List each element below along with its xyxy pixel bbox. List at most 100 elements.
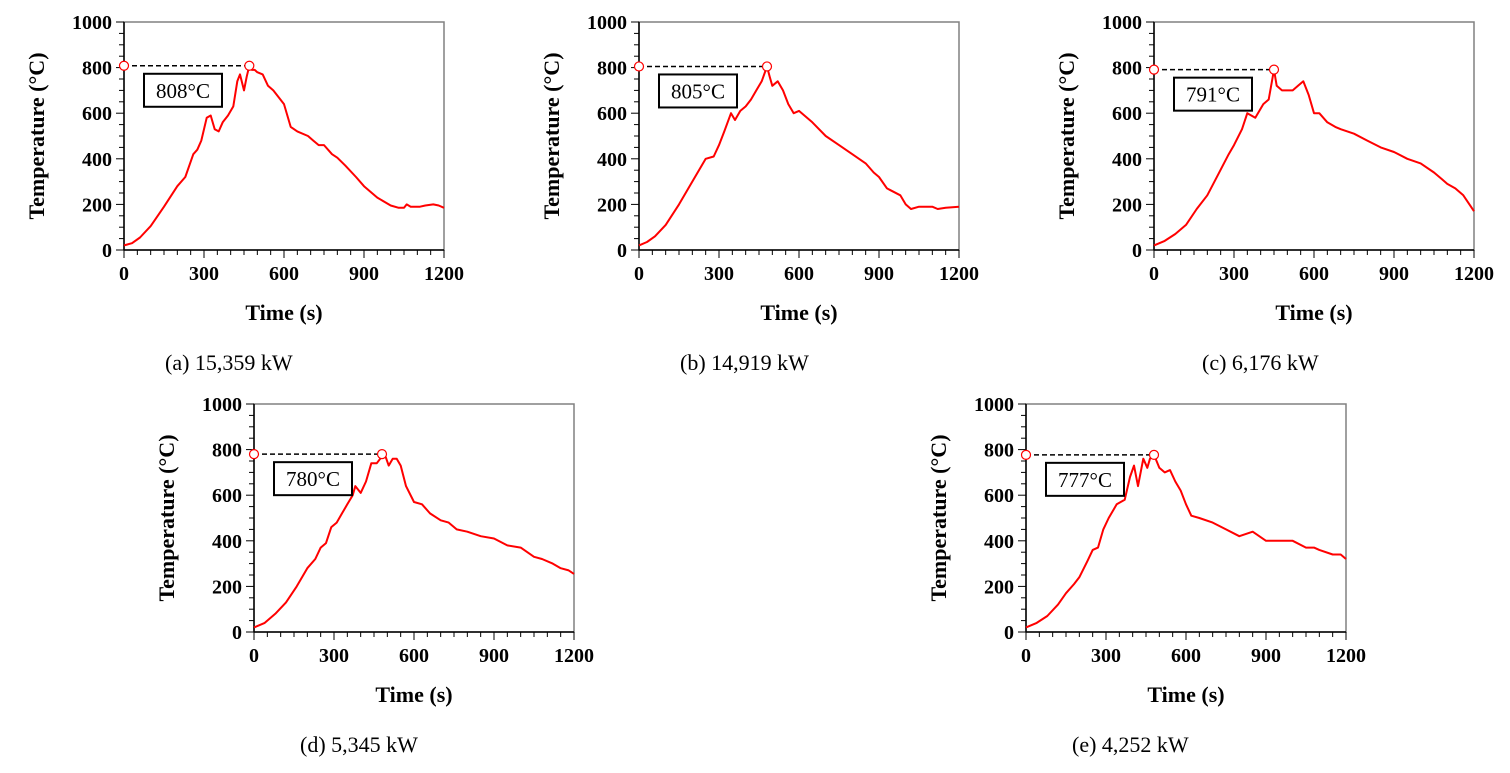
plot-frame	[1025, 403, 1347, 633]
x-tick-label: 0	[249, 645, 259, 667]
x-tick-label: 600	[399, 645, 429, 667]
caption-e: (e) 4,252 kW	[1072, 732, 1189, 757]
y-tick-label: 400	[597, 149, 627, 171]
temperature-line	[1025, 453, 1347, 629]
peak-label: 780°C	[286, 467, 340, 491]
plot-frame	[638, 21, 960, 251]
peak-label: 808°C	[156, 79, 210, 103]
x-tick-label: 600	[1171, 645, 1201, 667]
x-tick-label: 900	[349, 263, 379, 285]
x-tick-label: 300	[189, 263, 219, 285]
x-axis-title: Time (s)	[760, 300, 837, 325]
y-tick-label: 600	[82, 103, 112, 125]
peak-marker-axis	[118, 60, 130, 71]
y-tick-label: 400	[984, 531, 1014, 553]
peak-label-box	[273, 461, 353, 497]
y-axis-title: Temperature (°C)	[154, 434, 179, 601]
y-tick-label: 800	[82, 58, 112, 80]
x-axis-title: Time (s)	[1275, 300, 1352, 325]
y-tick-label: 200	[597, 194, 627, 216]
x-tick-label: 900	[1251, 645, 1281, 667]
peak-marker-axis	[1020, 449, 1032, 460]
y-axis-title: Temperature (°C)	[1054, 52, 1079, 219]
y-tick-label: 400	[1112, 149, 1142, 171]
chart-d-svg: 0 200 400 600 800 1000 0 300 600 900 1200 Time (s) T…	[154, 394, 594, 707]
chart-e-svg: 0 200 400 600 800 1000 0 300 600 900 1200 Time (s) T…	[926, 394, 1366, 707]
caption-b: (b) 14,919 kW	[680, 350, 809, 375]
peak-marker-axis	[633, 61, 645, 72]
y-tick-label: 600	[1112, 103, 1142, 125]
caption-a: (a) 15,359 kW	[165, 350, 293, 375]
peak-label-box	[658, 73, 738, 109]
x-tick-label: 0	[1149, 263, 1159, 285]
x-tick-label: 300	[704, 263, 734, 285]
x-tick-label: 300	[319, 645, 349, 667]
y-axis-title: Temperature (°C)	[926, 434, 951, 601]
x-tick-label: 1200	[1454, 263, 1494, 285]
y-axis-title: Temperature (°C)	[24, 52, 49, 219]
peak-label: 777°C	[1058, 468, 1112, 492]
x-axis-title: Time (s)	[375, 682, 452, 707]
y-tick-label: 1000	[1102, 12, 1142, 34]
x-tick-label: 1200	[939, 263, 979, 285]
y-tick-label: 200	[1112, 194, 1142, 216]
y-tick-label: 200	[82, 194, 112, 216]
x-tick-label: 1200	[554, 645, 594, 667]
y-tick-label: 800	[597, 58, 627, 80]
plot-frame	[1153, 21, 1475, 251]
y-tick-label: 0	[232, 622, 242, 644]
peak-marker	[761, 61, 773, 72]
y-tick-label: 200	[212, 576, 242, 598]
chart-c-svg: 0 200 400 600 800 1000 0 300 600 900 1200 Time (s) T…	[1054, 12, 1494, 325]
peak-label-box	[1173, 76, 1253, 112]
y-tick-label: 1000	[202, 394, 242, 416]
caption-d: (d) 5,345 kW	[300, 732, 418, 757]
peak-marker	[1268, 64, 1280, 75]
temperature-line	[253, 453, 575, 629]
peak-marker	[244, 60, 255, 71]
chart-panel-b: 0 200 400 600 800 1000 0 300 600 900 1200 Time (s) T…	[535, 10, 1005, 390]
y-tick-label: 1000	[974, 394, 1014, 416]
y-tick-label: 800	[212, 440, 242, 462]
x-tick-label: 900	[1379, 263, 1409, 285]
temperature-line	[123, 64, 445, 247]
x-tick-label: 600	[1299, 263, 1329, 285]
peak-marker	[376, 449, 388, 460]
plot-frame	[253, 403, 575, 633]
y-tick-label: 0	[102, 240, 112, 262]
y-tick-label: 0	[1132, 240, 1142, 262]
y-tick-label: 800	[1112, 58, 1142, 80]
peak-label: 805°C	[671, 79, 725, 103]
peak-label-box	[143, 72, 223, 108]
y-tick-label: 600	[212, 485, 242, 507]
chart-a-svg: 0 200 400 600 800 1000 0 300 600 900 1200 Time (s) T…	[24, 12, 464, 325]
y-tick-label: 200	[984, 576, 1014, 598]
x-tick-label: 300	[1091, 645, 1121, 667]
peak-label-box	[1045, 461, 1125, 497]
y-tick-label: 600	[984, 485, 1014, 507]
chart-panel-c: 0 200 400 600 800 1000 0 300 600 900 1200 Time (s) T…	[1050, 10, 1510, 390]
y-tick-label: 0	[1004, 622, 1014, 644]
peak-label: 791°C	[1186, 83, 1240, 107]
chart-panel-d: 0 200 400 600 800 1000 0 300 600 900 1200 Time (s) T…	[150, 392, 620, 772]
y-tick-label: 400	[82, 149, 112, 171]
peak-marker-axis	[248, 449, 260, 460]
chart-b-svg: 0 200 400 600 800 1000 0 300 600 900 1200 Time (s) T…	[539, 12, 979, 325]
x-tick-label: 900	[479, 645, 509, 667]
x-tick-label: 600	[784, 263, 814, 285]
temperature-line	[638, 65, 960, 247]
y-tick-label: 600	[597, 103, 627, 125]
y-tick-label: 800	[984, 440, 1014, 462]
x-tick-label: 300	[1219, 263, 1249, 285]
y-tick-label: 1000	[72, 12, 112, 34]
peak-marker-axis	[1148, 64, 1160, 75]
y-tick-label: 0	[617, 240, 627, 262]
temperature-line	[1153, 68, 1475, 247]
x-axis-title: Time (s)	[245, 300, 322, 325]
x-tick-label: 0	[1021, 645, 1031, 667]
x-tick-label: 0	[634, 263, 644, 285]
y-axis-title: Temperature (°C)	[539, 52, 564, 219]
x-tick-label: 600	[269, 263, 299, 285]
chart-panel-e: 0 200 400 600 800 1000 0 300 600 900 1200 Time (s) T…	[922, 392, 1392, 772]
chart-panel-a: 0 200 400 600 800 1000 0 300 600 900 1200 Time (s) T…	[20, 10, 490, 390]
